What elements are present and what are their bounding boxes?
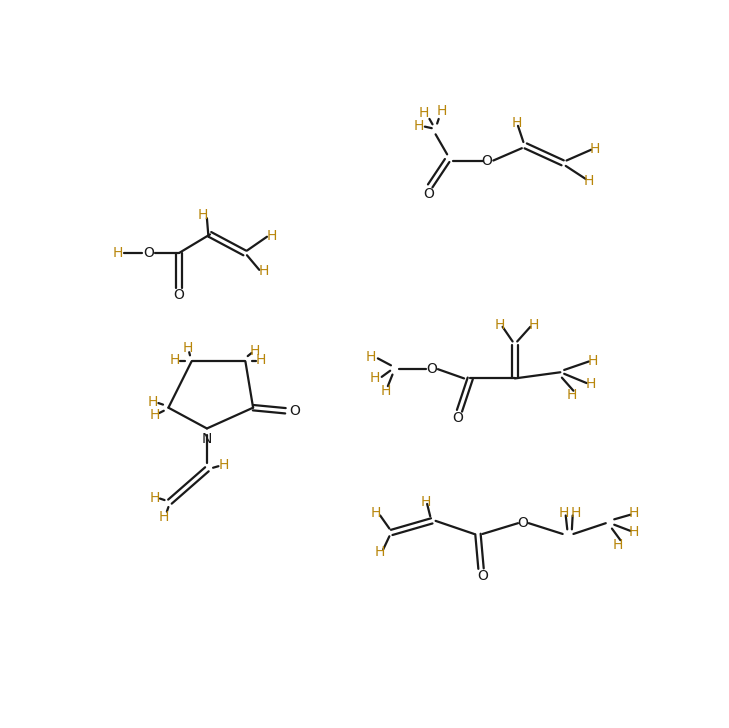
Text: O: O — [174, 288, 184, 302]
Text: O: O — [477, 569, 488, 583]
Text: H: H — [149, 408, 160, 422]
Text: O: O — [453, 411, 464, 425]
Text: H: H — [112, 246, 122, 260]
Text: H: H — [266, 229, 277, 243]
Text: H: H — [566, 388, 577, 403]
Text: H: H — [629, 526, 639, 539]
Text: H: H — [419, 106, 429, 120]
Text: H: H — [381, 384, 391, 397]
Text: O: O — [482, 154, 493, 167]
Text: H: H — [149, 491, 160, 505]
Text: O: O — [517, 516, 528, 530]
Text: H: H — [159, 510, 169, 524]
Text: H: H — [437, 104, 447, 118]
Text: O: O — [289, 404, 300, 418]
Text: H: H — [529, 317, 539, 331]
Text: H: H — [249, 344, 260, 357]
Text: H: H — [366, 350, 376, 364]
Text: H: H — [219, 459, 229, 472]
Text: H: H — [585, 377, 596, 391]
Text: O: O — [144, 246, 155, 260]
Text: H: H — [374, 545, 385, 558]
Text: O: O — [426, 362, 437, 376]
Text: H: H — [629, 506, 639, 521]
Text: H: H — [590, 142, 600, 156]
Text: H: H — [421, 494, 431, 509]
Text: H: H — [588, 354, 598, 368]
Text: H: H — [413, 119, 424, 132]
Text: O: O — [424, 186, 434, 201]
Text: H: H — [182, 341, 193, 355]
Text: H: H — [613, 538, 623, 552]
Text: H: H — [259, 264, 269, 277]
Text: H: H — [571, 506, 581, 521]
Text: N: N — [202, 432, 212, 446]
Text: H: H — [559, 506, 569, 521]
Text: H: H — [584, 173, 594, 188]
Text: H: H — [148, 395, 158, 408]
Text: H: H — [256, 353, 266, 367]
Text: H: H — [494, 317, 504, 331]
Text: H: H — [371, 506, 381, 521]
Text: H: H — [198, 208, 208, 222]
Text: H: H — [169, 353, 180, 367]
Text: H: H — [511, 116, 522, 130]
Text: H: H — [370, 371, 380, 385]
